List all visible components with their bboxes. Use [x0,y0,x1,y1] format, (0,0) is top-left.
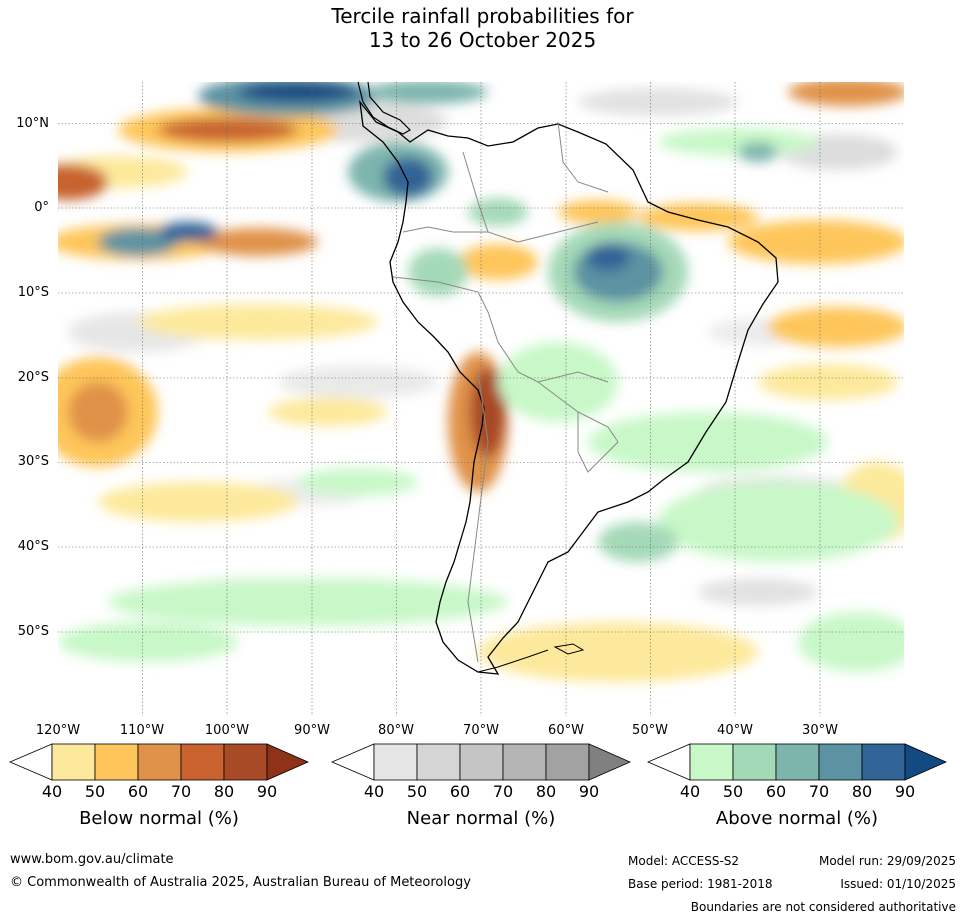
graticule [58,82,904,716]
south-america-coastline [359,99,779,675]
colorbar-tick: 70 [808,782,830,801]
colorbar-segment [732,743,777,781]
tierra-del-fuego [477,649,549,673]
colorbar-segment [545,743,590,781]
colorbar-tick: 70 [492,782,514,801]
lat-label: 20°S [17,370,49,385]
colorbar-tick: 70 [170,782,192,801]
colorbar-tick: 60 [449,782,471,801]
colorbar-tick: 80 [851,782,873,801]
disclaimer-text: Boundaries are not considered authoritat… [690,900,956,914]
colorbar-tick: 40 [41,782,63,801]
colorbar-label-below-normal: Below normal (%) [79,808,239,829]
lon-label: 40°W [717,723,753,738]
colorbar-segment [51,743,96,781]
colorbar-below-normal [8,743,309,781]
colorbar-segment [223,743,268,781]
model-run-text: Model run: 29/09/2025 [818,854,956,868]
colorbar-tick: 90 [578,782,600,801]
colorbar-segment [459,743,504,781]
lon-label: 60°W [548,723,584,738]
colorbar-label-above-normal: Above normal (%) [715,808,879,829]
colorbar-tick: 50 [406,782,428,801]
colorbar-tick: 80 [213,782,235,801]
map-title-line2: 13 to 26 October 2025 [368,28,597,52]
lat-label: 0° [34,200,49,215]
colorbar-tick: 50 [722,782,744,801]
map-title-line1: Tercile rainfall probabilities for [331,4,634,28]
lon-label: 50°W [632,723,668,738]
lat-label: 40°S [17,539,49,554]
model-text: Model: ACCESS-S2 [628,854,740,868]
map-canvas [28,76,918,716]
website-link[interactable]: www.bom.gov.au/climate [10,852,174,867]
colorbar-segment [646,743,691,781]
colorbar-segment [416,743,461,781]
colorbar-above-normal [646,743,947,781]
base-period-text: Base period: 1981-2018 [628,877,773,891]
colorbar-segment [818,743,863,781]
colorbar-tick: 40 [679,782,701,801]
colorbar-segment [266,743,309,781]
colorbar-segment [689,743,734,781]
colorbar-tick: 50 [84,782,106,801]
colorbar-tick: 40 [363,782,385,801]
lat-label: 50°S [17,624,49,639]
lon-label: 100°W [204,723,250,738]
colorbar-near-normal [330,743,631,781]
colorbar-segment [8,743,53,781]
lon-label: 80°W [378,723,414,738]
colorbar-segment [137,743,182,781]
colorbar-label-near-normal: Near normal (%) [406,808,556,829]
copyright-text: © Commonwealth of Australia 2025, Austra… [10,875,471,890]
probability-field [28,76,918,682]
colorbar-segment [94,743,139,781]
lon-label: 70°W [463,723,499,738]
country-boundaries [392,121,619,663]
colorbar-segment [502,743,547,781]
colorbar-segment [588,743,631,781]
colorbar-segment [330,743,375,781]
colorbar-tick: 60 [127,782,149,801]
colorbar-segment [180,743,225,781]
map-title: Tercile rainfall probabilities for 13 to… [0,4,965,52]
lat-label: 10°S [17,285,49,300]
lon-label: 110°W [119,723,165,738]
lon-label: 120°W [35,723,81,738]
lon-label: 90°W [294,723,330,738]
colorbar-segment [373,743,418,781]
colorbar-tick: 80 [535,782,557,801]
colorbar-segment [775,743,820,781]
central-america-coastline [357,81,411,135]
colorbar-segment [904,743,947,781]
issued-text: Issued: 01/10/2025 [840,877,956,891]
colorbar-tick: 90 [894,782,916,801]
rainfall-probability-map [28,76,918,716]
lat-label: 10°N [16,116,49,131]
lat-label: 30°S [17,454,49,469]
colorbar-tick: 60 [765,782,787,801]
falkland-islands [553,643,585,655]
lon-label: 30°W [802,723,838,738]
colorbar-segment [861,743,906,781]
colorbar-tick: 90 [256,782,278,801]
